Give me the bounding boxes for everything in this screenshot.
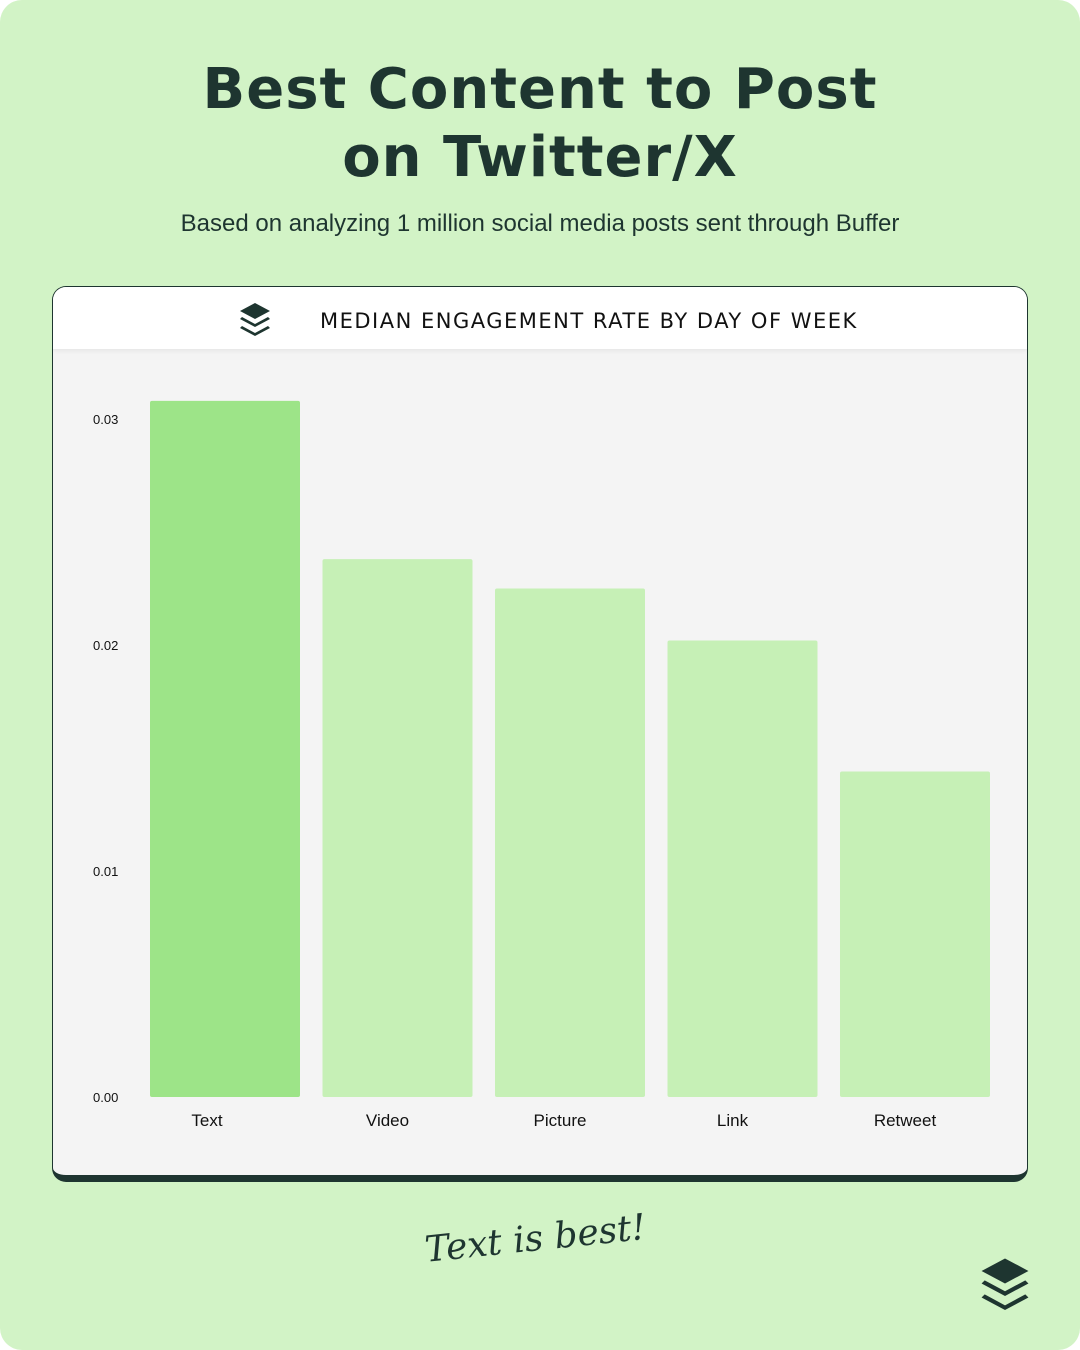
- buffer-logo-icon: [981, 1258, 1029, 1310]
- x-tick-label: Link: [717, 1111, 749, 1130]
- bar-chart: 0.00 0.01 0.02 0.03 Text Video Picture Link Retw…: [93, 400, 990, 1130]
- chart-title: MEDIAN ENGAGEMENT RATE BY DAY OF WEEK: [320, 309, 858, 333]
- bar-link: [667, 640, 818, 1097]
- subtitle: Based on analyzing 1 million social medi…: [180, 210, 900, 237]
- x-tick-label: Retweet: [874, 1111, 937, 1130]
- bar-video: [322, 559, 473, 1097]
- x-tick-label: Text: [191, 1111, 222, 1130]
- chart-header: MEDIAN ENGAGEMENT RATE BY DAY OF WEEK: [53, 287, 1027, 349]
- bar-retweet: [840, 771, 990, 1097]
- x-tick-label: Video: [366, 1111, 409, 1130]
- chart-card: MEDIAN ENGAGEMENT RATE BY DAY OF WEEK 0.…: [52, 286, 1028, 1182]
- title-line-1: Best Content to Post: [202, 57, 878, 122]
- buffer-layers-icon: [240, 303, 270, 336]
- page-title: Best Content to Post on Twitter/X: [0, 56, 1080, 192]
- bar-picture: [495, 588, 645, 1097]
- x-tick-label: Picture: [534, 1111, 587, 1130]
- title-line-2: on Twitter/X: [342, 125, 738, 190]
- y-tick-label: 0.00: [93, 1090, 118, 1105]
- bar-text: [150, 400, 300, 1097]
- y-tick-label: 0.01: [93, 864, 118, 879]
- y-tick-label: 0.03: [93, 412, 118, 427]
- y-tick-label: 0.02: [93, 638, 118, 653]
